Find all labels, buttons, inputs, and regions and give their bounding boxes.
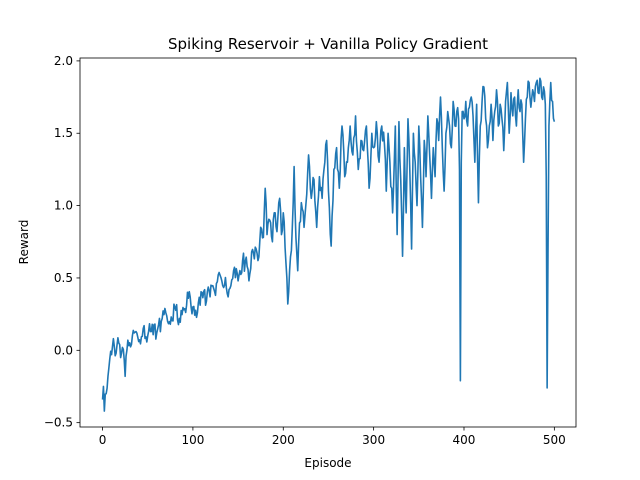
y-axis-ticks: −0.5 0.0 0.5 1.0 1.5 2.0 bbox=[44, 54, 80, 430]
y-tick-label: −0.5 bbox=[44, 416, 73, 430]
axes-frame bbox=[79, 57, 577, 428]
chart-title: Spiking Reservoir + Vanilla Policy Gradi… bbox=[168, 35, 488, 53]
x-tick-label: 0 bbox=[99, 433, 107, 447]
plot-area bbox=[79, 57, 577, 428]
reward-series-line bbox=[101, 77, 556, 412]
x-tick-label: 500 bbox=[543, 433, 566, 447]
y-axis-label: Reward bbox=[17, 220, 31, 265]
y-tick-label: 0.5 bbox=[54, 271, 73, 285]
y-tick-label: 1.5 bbox=[54, 126, 73, 140]
x-axis-ticks: 0 100 200 300 400 500 bbox=[99, 427, 566, 447]
x-tick-label: 300 bbox=[362, 433, 385, 447]
y-tick-label: 1.0 bbox=[54, 199, 73, 213]
y-tick-label: 2.0 bbox=[54, 54, 73, 68]
x-tick-label: 400 bbox=[453, 433, 476, 447]
x-axis-label: Episode bbox=[304, 456, 351, 470]
x-tick-label: 200 bbox=[272, 433, 295, 447]
y-tick-label: 0.0 bbox=[54, 343, 73, 357]
x-tick-label: 100 bbox=[181, 433, 204, 447]
